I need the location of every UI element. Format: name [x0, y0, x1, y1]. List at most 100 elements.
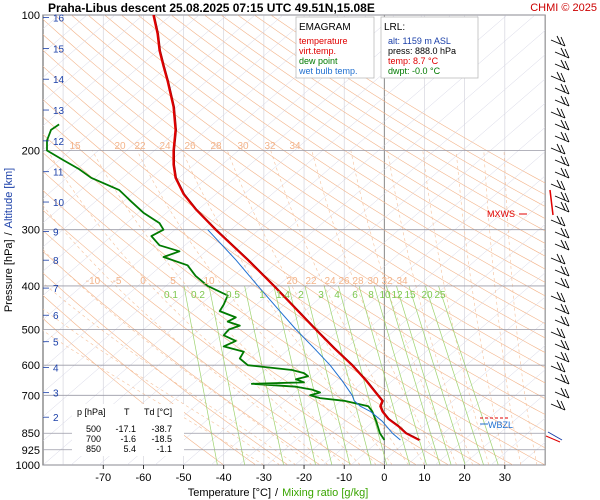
mixing-ratio-label: 0.1: [164, 290, 178, 301]
wind-barb-flag: [560, 47, 566, 57]
pressure-tick-label: 850: [22, 428, 40, 440]
wind-barb-shaft: [554, 355, 570, 363]
skew-line: [378, 321, 545, 465]
wind-barb-flag: [556, 35, 562, 45]
wind-barb-flag: [564, 340, 570, 351]
table-row-850-td: -1.1: [156, 444, 172, 454]
wind-barb-flag: [560, 227, 566, 237]
dry-adiabat: [220, 15, 545, 219]
wind-barb-flag: [564, 156, 570, 167]
altitude-tick-label: 3: [53, 389, 59, 400]
wind-barb-shaft: [554, 87, 570, 95]
xlabel-temp: Temperature [°C]: [188, 487, 271, 499]
theta-label: 5: [170, 276, 176, 287]
mixing-ratio-label: 3: [318, 290, 324, 301]
legend-wet-bulb: wet bulb temp.: [298, 66, 358, 76]
wind-barb-flag: [560, 254, 566, 265]
mixing-ratio-label: 0.5: [226, 290, 240, 301]
wind-barb-flag: [564, 120, 570, 131]
skew-line: [434, 369, 545, 465]
mixing-ratio-line: [385, 285, 441, 465]
theta-label: -5: [113, 276, 122, 287]
wind-barb-flag: [564, 228, 570, 239]
moist-adiabat: [43, 249, 313, 465]
wind-barb-flag: [560, 373, 566, 383]
table-row-500-td: -38.7: [151, 424, 172, 434]
x-tick-label: -30: [256, 472, 272, 484]
pressure-tick-label: 100: [22, 10, 40, 22]
wind-barb-flag: [560, 339, 566, 349]
moist-adiabat: [455, 150, 506, 465]
mixing-ratio-label: 10: [379, 290, 391, 301]
skew-line: [43, 15, 312, 248]
mixing-ratio-label: 6: [352, 290, 358, 301]
pressure-tick-label: 500: [22, 325, 40, 337]
table-row-850-t: 5.4: [123, 444, 136, 454]
dry-adiabat: [254, 15, 545, 195]
wind-barb-shaft: [554, 63, 570, 71]
wind-barb-flag: [560, 328, 566, 339]
pressure-tick-label: 925: [22, 445, 40, 457]
table-row-500-p: 500: [86, 424, 101, 434]
series-virt-temp: [154, 15, 421, 441]
wind-barb-flag: [560, 387, 566, 397]
mixing-ratio-line: [244, 285, 284, 465]
pressure-tick-label: 1000: [16, 460, 40, 472]
skew-line: [154, 127, 545, 465]
x-tick-label: 20: [459, 472, 471, 484]
wind-barb-flag: [560, 351, 566, 361]
wind-barb-shaft: [550, 147, 566, 155]
altitude-tick-label: 6: [53, 311, 59, 322]
wind-barb-flag: [560, 292, 566, 303]
wind-barb-flag: [564, 192, 570, 203]
wind-barb-flag: [560, 72, 566, 83]
skew-line: [43, 15, 536, 442]
dry-adiabat: [237, 15, 545, 207]
wind-barb-flag: [560, 201, 566, 211]
wind-barb-flag: [564, 132, 570, 143]
wind-barb-shaft: [554, 135, 570, 143]
background-labels: 15 20 22 24 26 28 30 32 34-10 -5 0 5 10 20 22 24 26 28 30 3…: [69, 141, 446, 301]
wind-barb-shaft: [550, 295, 566, 303]
wind-barb-shaft: [554, 269, 570, 277]
lrl-temp: temp: 8.7 °C: [388, 56, 439, 66]
skew-line: [43, 15, 396, 320]
altitude-tick-label: 8: [53, 256, 59, 267]
skew-line: [43, 15, 508, 417]
altitude-tick-label: 10: [53, 198, 65, 209]
moist-adiabat: [311, 150, 441, 465]
wind-barb-flag: [556, 327, 562, 337]
skew-line: [43, 15, 256, 199]
theta-label: 22: [134, 141, 146, 152]
table-row-700-td: -18.5: [151, 434, 172, 444]
ylabel-altitude: Altitude [km]: [3, 168, 15, 229]
skew-line: [547, 15, 600, 465]
wind-barb-shaft: [550, 257, 566, 265]
skew-line: [43, 15, 452, 369]
wind-barb-flag: [556, 361, 562, 371]
skew-line: [43, 15, 228, 175]
mixing-ratio-line: [438, 285, 499, 465]
altitude-tick-label: 14: [53, 75, 65, 86]
pressure-tick-label: 600: [22, 360, 40, 372]
mixing-ratio-label: 8: [368, 290, 374, 301]
wind-barb-flag: [560, 400, 566, 411]
pressure-tick-label: 300: [22, 225, 40, 237]
wind-barb-flag: [556, 253, 562, 263]
mixing-ratio-line: [396, 285, 452, 465]
wind-barb-flag: [556, 71, 562, 81]
y-axis-title: Pressure [hPa] / Altitude [km]: [3, 168, 15, 312]
x-tick-label: -60: [135, 472, 151, 484]
wind-barb-flag: [564, 202, 570, 213]
legend-dew-point: dew point: [299, 56, 338, 66]
theta-label: 24: [159, 141, 171, 152]
wind-barb-flag: [560, 131, 566, 141]
wind-barb-flag: [564, 84, 570, 95]
dry-adiabat: [43, 18, 545, 368]
skew-line: [182, 151, 545, 465]
series-wet-bulb-temp-: [207, 229, 401, 441]
wind-barb-flag: [564, 316, 570, 327]
wind-barb-max: [549, 189, 554, 216]
wind-barb-flag: [556, 143, 562, 153]
wind-barb-flag: [560, 155, 566, 165]
